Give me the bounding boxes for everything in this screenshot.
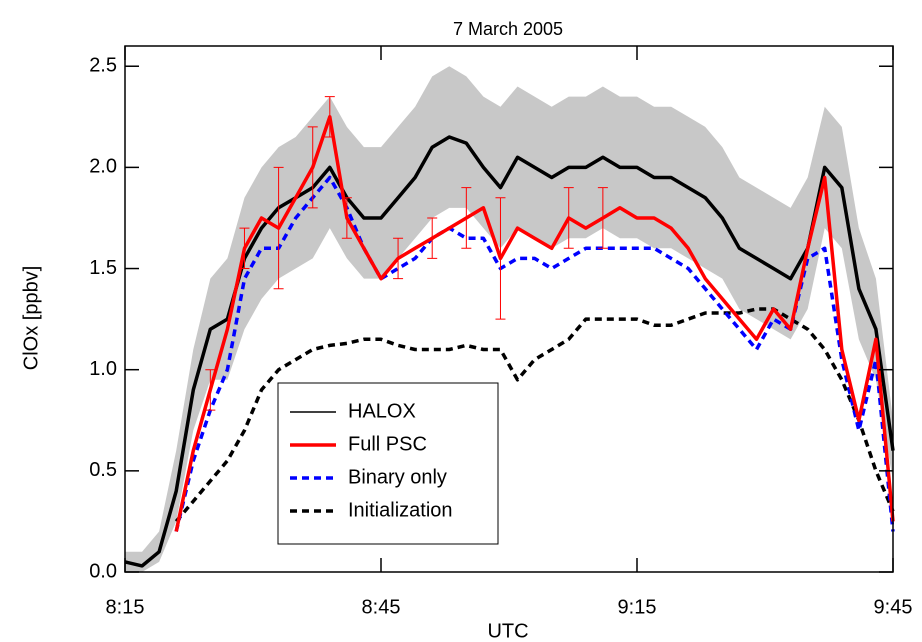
y-tick-label: 2.0 — [89, 156, 117, 178]
x-axis-label: UTC — [487, 620, 528, 642]
x-tick-label: 8:45 — [362, 596, 401, 618]
y-tick-label: 0.0 — [89, 560, 117, 582]
legend-label: Initialization — [348, 499, 453, 521]
legend-box — [277, 382, 499, 545]
x-tick-label: 9:15 — [618, 596, 657, 618]
chart-title: 7 March 2005 — [453, 19, 563, 39]
line — [174, 175, 895, 532]
legend-label: Binary only — [348, 466, 447, 488]
legend-label: Full PSC — [348, 433, 427, 455]
y-tick-label: 0.5 — [89, 459, 117, 481]
line — [124, 135, 895, 568]
x-tick-label: 8:15 — [106, 596, 145, 618]
y-tick-label: 2.5 — [89, 55, 117, 77]
plot-frame — [124, 45, 894, 573]
uncertainty-band — [125, 66, 893, 572]
y-tick-label: 1.0 — [89, 358, 117, 380]
y-axis-label: ClOx [ppbv] — [20, 266, 42, 370]
y-tick-label: 1.5 — [89, 257, 117, 279]
legend-label: HALOX — [348, 400, 416, 422]
x-tick-label: 9:45 — [874, 596, 913, 618]
line — [174, 115, 895, 532]
